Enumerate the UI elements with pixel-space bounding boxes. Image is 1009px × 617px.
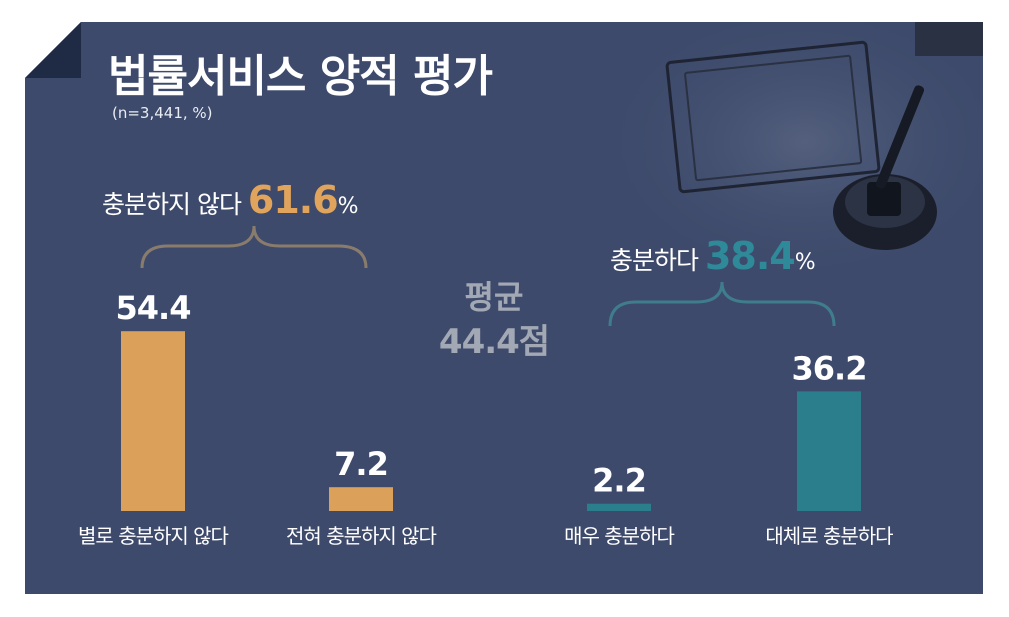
- value-labels-group: 54.4 7.2 2.2 36.2: [116, 289, 868, 500]
- bar-4: [797, 391, 861, 511]
- gavel-clipboard-illustration: [585, 22, 983, 292]
- bar-1: [121, 331, 185, 511]
- corner-fold-shadow: [25, 22, 81, 78]
- average-label: 평균: [464, 278, 524, 316]
- value-label-1: 54.4: [116, 289, 191, 327]
- positive-group-unit: %: [794, 250, 816, 275]
- positive-group-text: 충분하다: [610, 246, 699, 275]
- average-value: 44.4점: [438, 322, 550, 362]
- positive-group-value: 38.4: [704, 234, 796, 278]
- category-label-3: 매우 충분하다: [564, 524, 674, 548]
- value-label-4: 36.2: [792, 349, 867, 387]
- category-label-4: 대체로 충분하다: [765, 524, 893, 548]
- bar-2: [329, 487, 393, 511]
- clipboard-icon: [665, 40, 881, 194]
- negative-group-brace: [140, 225, 368, 269]
- bar-3: [587, 503, 651, 511]
- category-label-2: 전혀 충분하지 않다: [286, 524, 437, 548]
- chart-title: 법률서비스 양적 평가: [108, 51, 493, 102]
- negative-group-text: 충분하지 않다: [102, 190, 242, 219]
- category-labels-group: 별로 충분하지 않다 전혀 충분하지 않다 매우 충분하다 대체로 충분하다: [78, 524, 894, 548]
- value-label-3: 2.2: [592, 462, 646, 500]
- negative-group-value: 61.6: [247, 178, 339, 222]
- category-label-1: 별로 충분하지 않다: [78, 524, 229, 548]
- negative-group-unit: %: [337, 194, 359, 219]
- positive-group-label: 충분하다 38.4%: [610, 234, 816, 278]
- chart-subtitle: (n=3,441, %): [112, 104, 213, 122]
- gavel-icon: [833, 85, 937, 250]
- bars-group: [121, 331, 861, 511]
- negative-group-label: 충분하지 않다 61.6%: [102, 178, 359, 222]
- value-label-2: 7.2: [334, 445, 388, 483]
- positive-group-brace: [608, 281, 836, 327]
